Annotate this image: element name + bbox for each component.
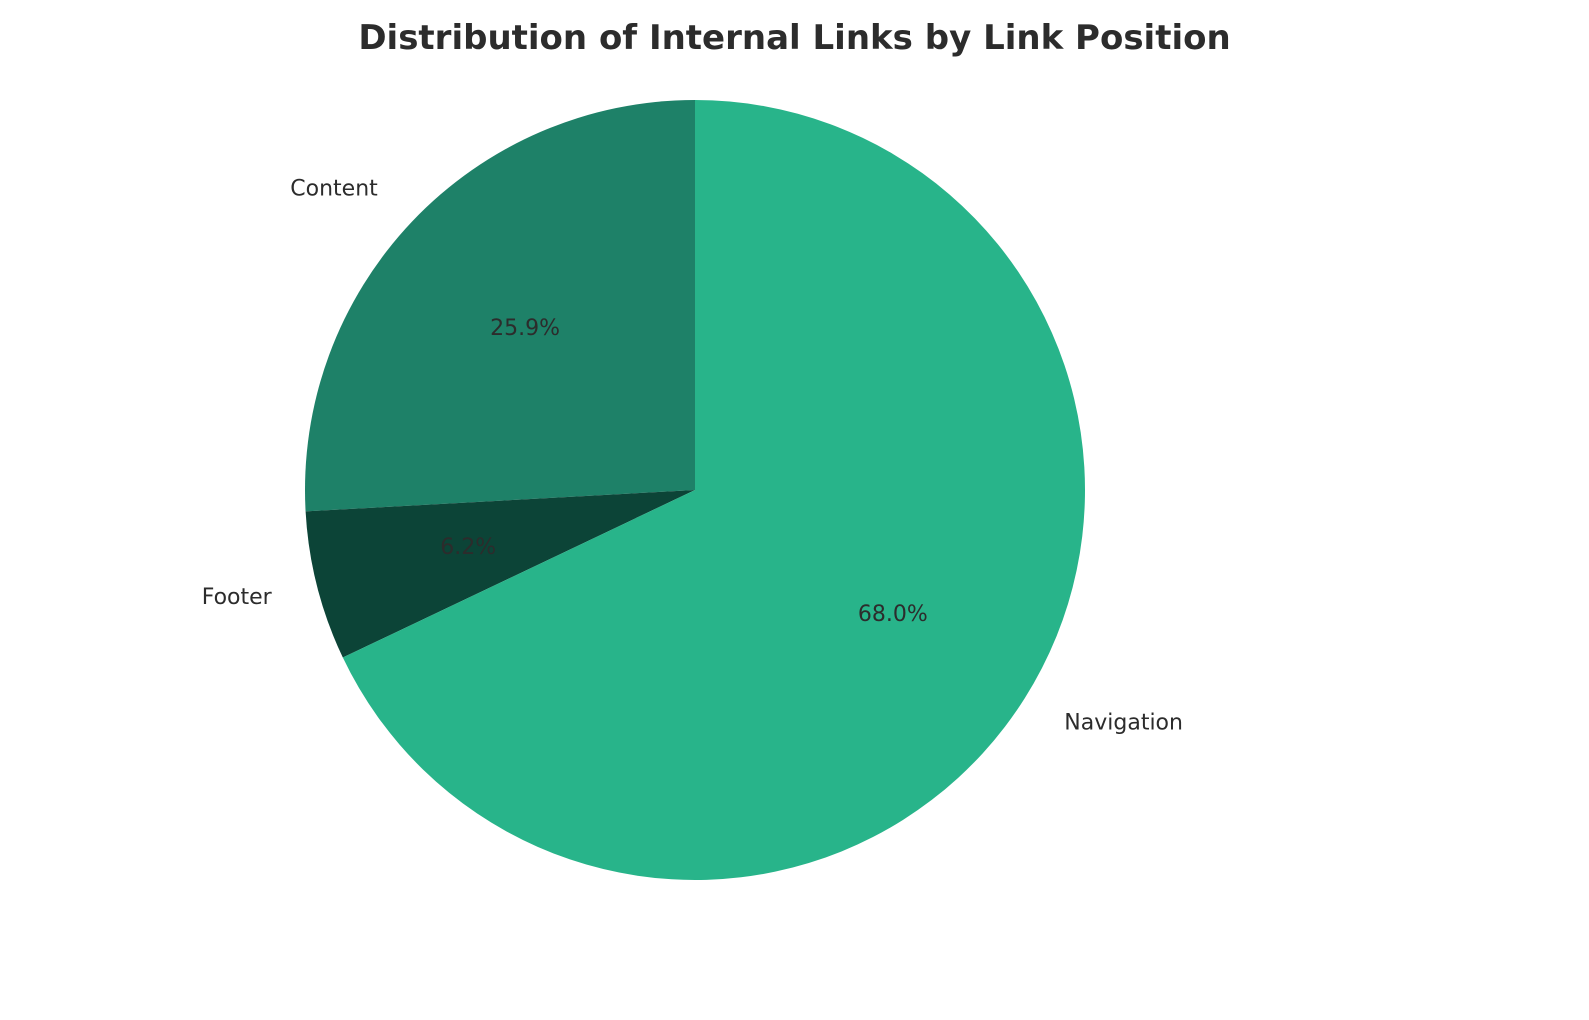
slice-label-navigation: Navigation bbox=[1064, 710, 1183, 735]
pie-slice-content bbox=[305, 100, 695, 511]
slice-label-content: Content bbox=[290, 177, 378, 202]
pct-label-content: 25.9% bbox=[490, 316, 560, 341]
pct-label-navigation: 68.0% bbox=[858, 602, 928, 627]
pct-label-footer: 6.2% bbox=[440, 535, 496, 560]
pie-chart-container: Distribution of Internal Links by Link P… bbox=[0, 0, 1589, 1020]
slice-label-footer: Footer bbox=[202, 585, 273, 610]
pie-chart-svg: 25.9% Content 6.2% Footer 68.0% Navigation bbox=[0, 0, 1589, 1020]
